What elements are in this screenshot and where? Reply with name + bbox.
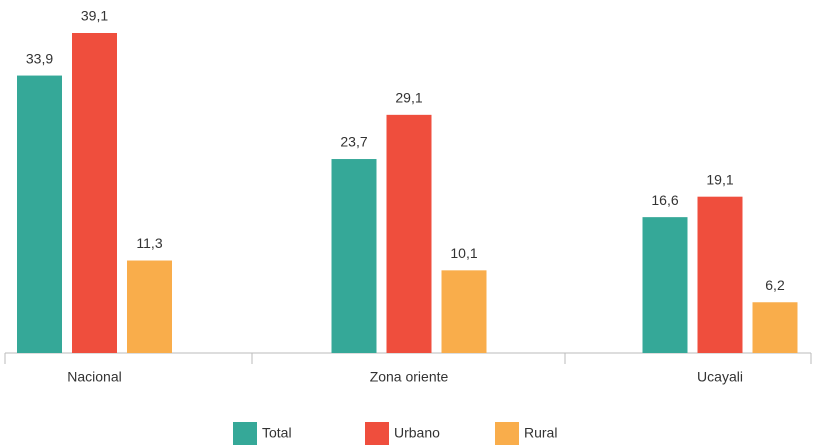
legend-swatch: [495, 422, 519, 445]
bar: [697, 196, 743, 353]
bar: [17, 75, 62, 353]
bar: [386, 114, 432, 353]
x-tick-label: Zona oriente: [370, 369, 449, 385]
legend-label: Urbano: [394, 425, 440, 441]
legend-label: Total: [262, 425, 292, 441]
data-label: 29,1: [395, 90, 422, 106]
legend-label: Rural: [524, 425, 557, 441]
bar: [441, 270, 487, 353]
data-label: 39,1: [81, 8, 108, 24]
x-tick-label: Nacional: [67, 369, 121, 385]
data-label: 11,3: [136, 235, 162, 251]
bar: [127, 260, 172, 353]
data-label: 16,6: [651, 192, 678, 208]
data-label: 6,2: [765, 277, 785, 293]
data-label: 19,1: [706, 171, 733, 187]
bar: [331, 159, 377, 353]
legend-swatch: [365, 422, 389, 445]
bar: [72, 33, 117, 353]
legend-swatch: [233, 422, 257, 445]
x-tick-label: Ucayali: [697, 369, 743, 385]
bar: [642, 217, 688, 353]
data-label: 23,7: [340, 134, 367, 150]
data-label: 33,9: [26, 50, 53, 66]
data-label: 10,1: [450, 245, 477, 261]
bar: [752, 302, 798, 353]
